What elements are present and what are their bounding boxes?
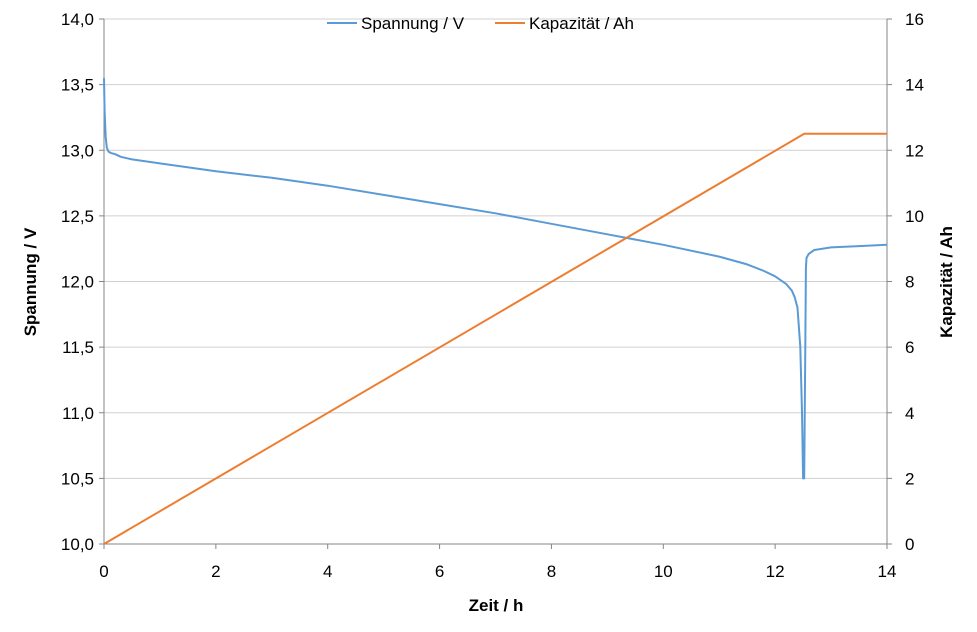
- legend-label-spannung: Spannung / V: [361, 14, 465, 33]
- y-left-tick-label: 10,0: [61, 535, 94, 554]
- y-left-tick-label: 11,5: [62, 338, 94, 357]
- series-layer: [103, 78, 888, 545]
- y-left-tick-label: 12,5: [61, 207, 94, 226]
- y-left-tick-label: 12,0: [61, 273, 94, 292]
- x-tick-label: 10: [654, 562, 673, 581]
- y-left-tick-label: 13,0: [61, 141, 94, 160]
- y-right-tick-label: 12: [905, 141, 924, 160]
- y-right-tick-label: 14: [905, 76, 924, 95]
- x-tick-label: 14: [878, 562, 897, 581]
- y-right-axis-title: Kapazität / Ah: [937, 226, 956, 338]
- y-right-tick-label: 16: [905, 10, 924, 29]
- x-tick-label: 4: [323, 562, 332, 581]
- legend: Spannung / V Kapazität / Ah: [327, 14, 634, 33]
- x-tick-label: 0: [99, 562, 108, 581]
- legend-label-kapazitaet: Kapazität / Ah: [529, 14, 634, 33]
- x-tick-label: 2: [211, 562, 220, 581]
- tick-layer: 10,0 10,5 11,0 11,5 12,0 12,5 13,0 13,5 14,0 0 2 4 6…: [61, 10, 924, 581]
- y-right-tick-label: 4: [905, 404, 914, 423]
- x-tick-label: 6: [435, 562, 444, 581]
- x-tick-label: 12: [766, 562, 785, 581]
- y-right-tick-label: 6: [905, 338, 914, 357]
- y-left-tick-label: 13,5: [61, 76, 94, 95]
- x-axis-title: Zeit / h: [469, 596, 524, 615]
- x-tick-label: 8: [547, 562, 556, 581]
- y-right-tick-label: 10: [905, 207, 924, 226]
- y-left-tick-label: 14,0: [61, 10, 94, 29]
- y-right-tick-label: 0: [905, 535, 914, 554]
- grid-layer: [104, 18, 887, 545]
- y-left-tick-label: 10,5: [61, 469, 94, 488]
- y-right-tick-label: 8: [905, 273, 914, 292]
- y-left-tick-label: 11,0: [62, 404, 94, 423]
- axis-layer: [99, 18, 892, 549]
- series-line-kapazitaet: [103, 132, 887, 545]
- y-left-axis-title: Spannung / V: [21, 227, 40, 336]
- y-right-tick-label: 2: [905, 469, 914, 488]
- series-line-spannung: [103, 78, 888, 480]
